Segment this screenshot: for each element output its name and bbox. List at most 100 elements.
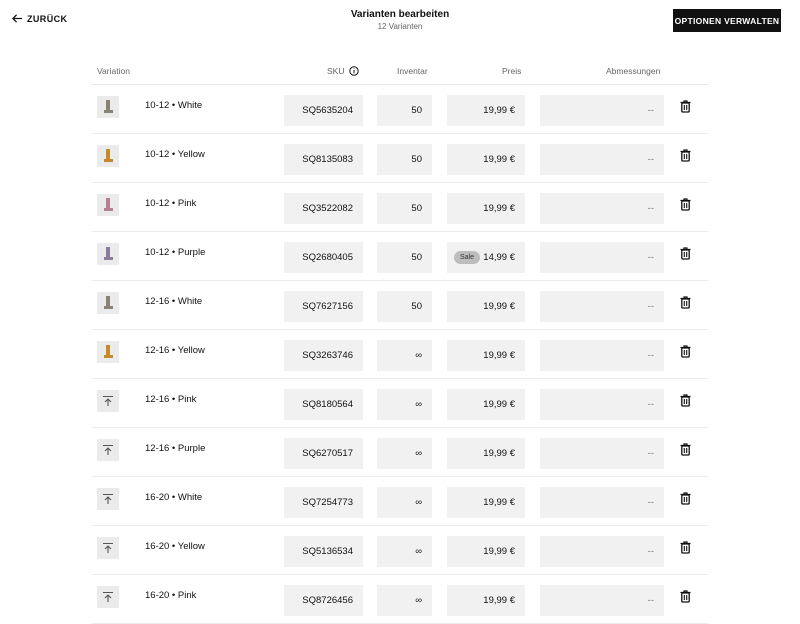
trash-icon[interactable] — [680, 443, 691, 456]
sku-input[interactable]: SQ8180564 — [284, 389, 363, 420]
price-value: 19,99 € — [483, 399, 515, 410]
price-value: 19,99 € — [483, 497, 515, 508]
price-value: 19,99 € — [483, 350, 515, 361]
dimensions-input[interactable]: -- — [540, 389, 664, 420]
sku-input[interactable]: SQ2680405 — [284, 242, 363, 273]
inventory-input[interactable]: ∞ — [377, 585, 432, 616]
variant-thumbnail[interactable] — [97, 341, 119, 363]
variant-thumbnail[interactable] — [97, 243, 119, 265]
boot-image-icon — [104, 100, 113, 113]
column-inventory: Inventar — [397, 66, 428, 76]
variant-label: 12-16 • White — [145, 296, 203, 307]
inventory-input[interactable]: 50 — [377, 242, 432, 273]
trash-icon[interactable] — [680, 247, 691, 260]
variant-row: 16-20 • Yellow SQ5136534 ∞ 19,99 € -- — [92, 526, 708, 575]
sku-input[interactable]: SQ8135083 — [284, 144, 363, 175]
column-sku-label: SKU — [327, 66, 345, 76]
inventory-input[interactable]: ∞ — [377, 340, 432, 371]
sku-input[interactable]: SQ3263746 — [284, 340, 363, 371]
variant-count: 12 Varianten — [377, 22, 423, 31]
upload-icon — [103, 542, 113, 553]
trash-icon[interactable] — [680, 198, 691, 211]
upload-icon — [103, 591, 113, 602]
variant-row: 10-12 • Yellow SQ8135083 50 19,99 € -- — [92, 134, 708, 183]
upload-image-button[interactable] — [97, 390, 119, 412]
variant-row: 16-20 • White SQ7254773 ∞ 19,99 € -- — [92, 477, 708, 526]
price-value: 14,99 € — [483, 252, 515, 263]
sku-input[interactable]: SQ8726456 — [284, 585, 363, 616]
dimensions-input[interactable]: -- — [540, 291, 664, 322]
price-input[interactable]: 19,99 € — [447, 340, 525, 371]
dimensions-input[interactable]: -- — [540, 536, 664, 567]
trash-icon[interactable] — [680, 394, 691, 407]
trash-icon[interactable] — [680, 100, 691, 113]
variant-row: 12-16 • Pink SQ8180564 ∞ 19,99 € -- — [92, 379, 708, 428]
dimensions-input[interactable]: -- — [540, 95, 664, 126]
dimensions-input[interactable]: -- — [540, 144, 664, 175]
dimensions-input[interactable]: -- — [540, 585, 664, 616]
variant-thumbnail[interactable] — [97, 96, 119, 118]
trash-icon[interactable] — [680, 149, 691, 162]
variant-row: 12-16 • Yellow SQ3263746 ∞ 19,99 € -- — [92, 330, 708, 379]
info-icon[interactable] — [349, 66, 360, 76]
price-value: 19,99 € — [483, 154, 515, 165]
variant-thumbnail[interactable] — [97, 145, 119, 167]
upload-icon — [103, 493, 113, 504]
boot-image-icon — [104, 345, 113, 358]
inventory-input[interactable]: ∞ — [377, 438, 432, 469]
upload-image-button[interactable] — [97, 488, 119, 510]
dimensions-input[interactable]: -- — [540, 487, 664, 518]
trash-icon[interactable] — [680, 296, 691, 309]
sku-input[interactable]: SQ6270517 — [284, 438, 363, 469]
dimensions-input[interactable]: -- — [540, 193, 664, 224]
inventory-input[interactable]: ∞ — [377, 389, 432, 420]
variant-thumbnail[interactable] — [97, 194, 119, 216]
trash-icon[interactable] — [680, 590, 691, 603]
price-value: 19,99 € — [483, 203, 515, 214]
trash-icon[interactable] — [680, 345, 691, 358]
sku-input[interactable]: SQ5635204 — [284, 95, 363, 126]
dimensions-input[interactable]: -- — [540, 340, 664, 371]
column-price: Preis — [502, 66, 522, 76]
inventory-input[interactable]: ∞ — [377, 536, 432, 567]
inventory-input[interactable]: 50 — [377, 193, 432, 224]
trash-icon[interactable] — [680, 492, 691, 505]
inventory-input[interactable]: 50 — [377, 95, 432, 126]
price-value: 19,99 € — [483, 448, 515, 459]
sku-input[interactable]: SQ5136534 — [284, 536, 363, 567]
upload-image-button[interactable] — [97, 537, 119, 559]
price-input[interactable]: 19,99 € — [447, 536, 525, 567]
price-input[interactable]: 19,99 € — [447, 144, 525, 175]
price-input[interactable]: 19,99 € — [447, 95, 525, 126]
boot-image-icon — [104, 296, 113, 309]
back-button[interactable]: ZURÜCK — [12, 13, 67, 24]
column-dimensions: Abmessungen — [606, 66, 661, 76]
price-input[interactable]: 19,99 € — [447, 585, 525, 616]
manage-options-button[interactable]: OPTIONEN VERWALTEN — [673, 9, 781, 32]
inventory-input[interactable]: 50 — [377, 291, 432, 322]
variant-label: 10-12 • Purple — [145, 247, 206, 258]
price-input[interactable]: 19,99 € — [447, 291, 525, 322]
header-divider — [92, 84, 708, 85]
sku-input[interactable]: SQ7627156 — [284, 291, 363, 322]
price-input[interactable]: Sale 14,99 € — [447, 242, 525, 273]
price-input[interactable]: 19,99 € — [447, 438, 525, 469]
sku-input[interactable]: SQ3522082 — [284, 193, 363, 224]
upload-image-button[interactable] — [97, 439, 119, 461]
variant-label: 16-20 • White — [145, 492, 203, 503]
inventory-input[interactable]: ∞ — [377, 487, 432, 518]
variant-row: 12-16 • Purple SQ6270517 ∞ 19,99 € -- — [92, 428, 708, 477]
dimensions-input[interactable]: -- — [540, 242, 664, 273]
price-value: 19,99 € — [483, 301, 515, 312]
variant-thumbnail[interactable] — [97, 292, 119, 314]
sku-input[interactable]: SQ7254773 — [284, 487, 363, 518]
price-input[interactable]: 19,99 € — [447, 487, 525, 518]
trash-icon[interactable] — [680, 541, 691, 554]
price-input[interactable]: 19,99 € — [447, 193, 525, 224]
price-input[interactable]: 19,99 € — [447, 389, 525, 420]
inventory-input[interactable]: 50 — [377, 144, 432, 175]
variant-label: 12-16 • Purple — [145, 443, 206, 454]
upload-image-button[interactable] — [97, 586, 119, 608]
upload-icon — [103, 395, 113, 406]
dimensions-input[interactable]: -- — [540, 438, 664, 469]
